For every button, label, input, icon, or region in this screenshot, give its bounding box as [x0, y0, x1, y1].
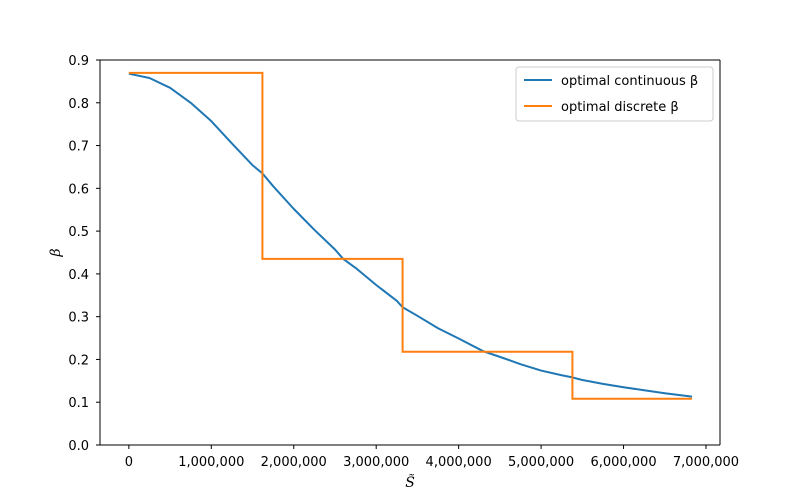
y-tick-label: 0.6 [68, 182, 89, 197]
axes [99, 59, 721, 446]
y-tick-label: 0.7 [68, 140, 89, 155]
x-tick-label: 4,000,000 [426, 455, 492, 470]
legend-label-1: optimal continuous β [561, 74, 698, 89]
legend: optimal continuous β optimal discrete β [515, 66, 714, 122]
ticks: 0 1,000,000 2,000,000 3,000,000 4,000,000 5,0… [68, 54, 739, 470]
x-tick-label: 6,000,000 [590, 455, 656, 470]
y-tick-label: 0.5 [68, 225, 89, 240]
x-tick-label: 7,000,000 [673, 455, 739, 470]
series-layer [128, 71, 693, 400]
legend-box [515, 66, 714, 122]
legend-label-2: optimal discrete β [561, 100, 679, 115]
y-tick-label: 0.1 [68, 396, 89, 411]
y-tick-label: 0.4 [68, 268, 89, 283]
x-axis-label: S̃ [405, 473, 415, 491]
y-axis-label: β [48, 248, 64, 257]
series-line-1 [128, 72, 693, 398]
x-tick-label: 3,000,000 [343, 455, 409, 470]
series-line-2 [128, 71, 692, 400]
x-tick-label: 1,000,000 [178, 455, 244, 470]
x-tick-label: 0 [125, 455, 133, 470]
y-tick-label: 0.8 [68, 97, 89, 112]
x-tick-label: 2,000,000 [261, 455, 327, 470]
plot-area [100, 60, 720, 445]
x-tick-label: 5,000,000 [508, 455, 574, 470]
y-tick-label: 0.9 [68, 54, 89, 69]
y-tick-label: 0.0 [68, 439, 89, 454]
y-tick-label: 0.2 [68, 353, 89, 368]
y-tick-label: 0.3 [68, 311, 89, 326]
plot-background [100, 60, 720, 445]
